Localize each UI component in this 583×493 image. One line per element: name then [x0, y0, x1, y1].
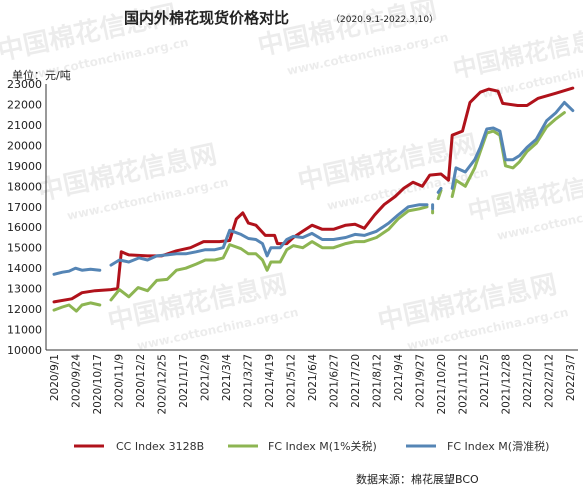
x-tick-label: 2021/4/19	[264, 354, 276, 408]
x-tick-label: 2020/11/9	[114, 354, 126, 408]
legend: CC Index 3128B FC Index M(1%关税) FC Index…	[74, 439, 549, 453]
x-tick-label: 2021/3/27	[243, 354, 255, 408]
y-tick-label: 14000	[7, 262, 42, 275]
x-tick-label: 2021/7/20	[350, 354, 362, 408]
series-line-2-segment-0	[52, 266, 102, 276]
series-line-2-segment-1	[109, 203, 429, 267]
data-source: 数据来源：棉花展望BCO	[356, 472, 479, 486]
x-tick-label: 2021/12/5	[479, 354, 491, 408]
legend-label-fc-1pct: FC Index M(1%关税)	[268, 439, 377, 453]
series-line-2-segment-3	[436, 186, 443, 194]
series-line-1-segment-0	[52, 301, 102, 313]
y-tick-labels: 10000 11000 12000 13000 14000 15000 16000 17000…	[7, 78, 42, 357]
x-tick-label: 2020/10/17	[92, 354, 104, 415]
x-tick-label: 2021/12/28	[501, 354, 513, 415]
x-tick-label: 2021/2/9	[200, 354, 212, 401]
y-tick-label: 21000	[7, 119, 42, 132]
y-tick-label: 19000	[7, 160, 42, 173]
y-tick-label: 20000	[7, 139, 42, 152]
x-tick-label: 2022/1/20	[522, 354, 534, 408]
y-tick-label: 13000	[7, 283, 42, 296]
series-line-1-segment-3	[436, 188, 443, 201]
y-tick-label: 10000	[7, 344, 42, 357]
x-tick-label: 2021/6/27	[329, 354, 341, 408]
x-tick-labels: 2020/9/1 2020/9/24 2020/10/17 2020/11/9 2020…	[49, 354, 577, 415]
y-tick-label: 23000	[7, 78, 42, 91]
series-line-1-segment-1	[109, 205, 429, 302]
y-tick-label: 18000	[7, 180, 42, 193]
x-tick-label: 2022/3/7	[565, 354, 577, 401]
series-lines	[52, 86, 575, 313]
x-tick-label: 2020/9/24	[71, 354, 83, 408]
y-tick-label: 16000	[7, 221, 42, 234]
x-tick-label: 2021/1/17	[178, 354, 190, 408]
unit-label: 单位：元/吨	[12, 68, 71, 82]
y-tick-label: 11000	[7, 324, 42, 337]
x-tick-label: 2021/11/12	[458, 354, 470, 415]
y-tick-label: 22000	[7, 98, 42, 111]
x-tick-label: 2021/3/4	[221, 354, 233, 401]
x-tick-label: 2021/10/20	[436, 354, 448, 415]
legend-label-fc-sliding: FC Index M(滑准税)	[447, 439, 549, 453]
x-tick-label: 2020/9/1	[49, 354, 61, 401]
x-tick-label: 2020/12/25	[157, 354, 169, 415]
series-line-2-segment-4	[450, 100, 575, 190]
x-tick-label: 2021/9/27	[415, 354, 427, 408]
y-tick-label: 17000	[7, 201, 42, 214]
legend-label-cc: CC Index 3128B	[116, 440, 204, 453]
x-tick-label: 2021/9/4	[393, 354, 405, 401]
x-tick-label: 2021/6/4	[307, 354, 319, 401]
chart-subtitle: （2020.9.1-2022.3.10）	[331, 14, 438, 25]
x-tick-label: 2021/5/12	[286, 354, 298, 408]
y-tick-label: 15000	[7, 242, 42, 255]
x-tick-label: 2022/2/12	[544, 354, 556, 408]
x-tick-label: 2021/8/12	[372, 354, 384, 408]
x-tick-label: 2020/12/2	[135, 354, 147, 408]
y-tick-label: 12000	[7, 303, 42, 316]
chart-title: 国内外棉花现货价格对比	[124, 9, 289, 27]
